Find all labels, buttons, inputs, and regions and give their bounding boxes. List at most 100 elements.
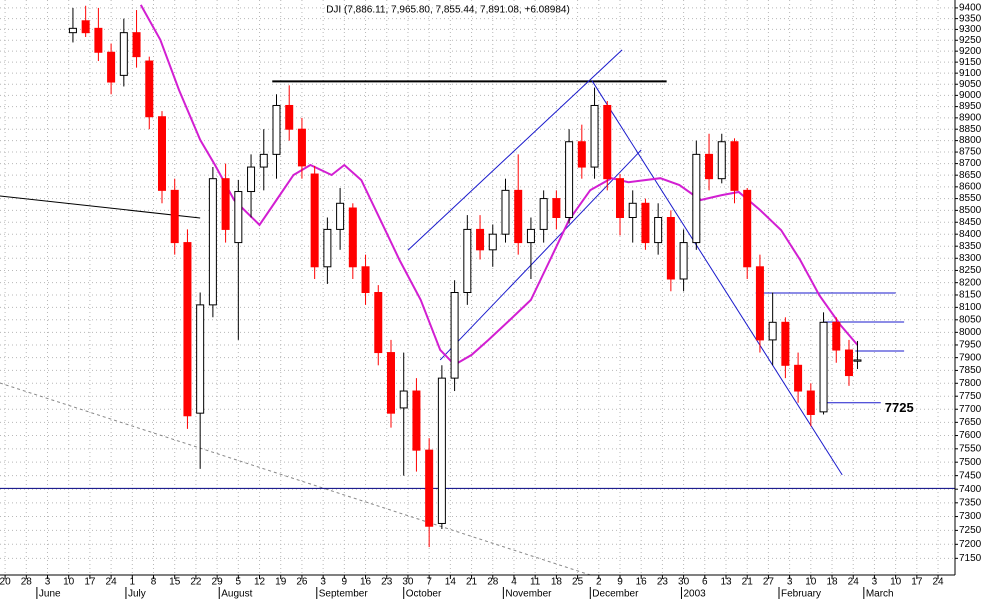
candle-body — [501, 189, 510, 235]
candle-body — [297, 128, 306, 167]
candle-body — [132, 32, 141, 58]
candle-body — [577, 141, 586, 168]
x-tick-label: 14 — [445, 577, 457, 588]
y-tick-label: 8950 — [959, 101, 982, 112]
x-tick-label: 3 — [320, 577, 326, 588]
x-tick-label: 27 — [763, 577, 775, 588]
candle-body — [488, 233, 497, 251]
candle-body — [819, 321, 828, 413]
y-tick-label: 7700 — [959, 404, 982, 415]
x-tick-label: 6 — [702, 577, 708, 588]
y-tick-label: 7850 — [959, 365, 982, 376]
candle-body — [81, 20, 90, 34]
candle-body — [692, 153, 701, 244]
candle-body — [170, 189, 179, 244]
y-tick-label: 8850 — [959, 124, 982, 135]
x-tick-label: 9 — [617, 577, 623, 588]
y-tick-label: 7900 — [959, 352, 982, 363]
x-tick-label: 23 — [381, 577, 393, 588]
y-tick-label: 9250 — [959, 35, 982, 46]
y-tick-label: 8700 — [959, 158, 982, 169]
month-label: October — [406, 589, 442, 599]
candle-body — [425, 449, 434, 527]
x-tick-label: 16 — [360, 577, 372, 588]
y-tick-label: 7550 — [959, 443, 982, 454]
candle-body — [832, 321, 841, 351]
candle-body — [552, 198, 561, 218]
x-tick-label: 10 — [890, 577, 902, 588]
y-tick-label: 7450 — [959, 470, 982, 481]
candle-body — [450, 292, 459, 379]
trendline — [591, 80, 843, 476]
candle-body — [679, 242, 688, 280]
candle-body — [743, 189, 752, 268]
month-label: July — [128, 589, 146, 599]
month-label: March — [866, 589, 894, 599]
candle-body — [145, 60, 154, 118]
candle-body — [526, 228, 535, 244]
x-tick-label: 4 — [511, 577, 517, 588]
y-tick-label: 8750 — [959, 147, 982, 158]
y-tick-label: 7600 — [959, 430, 982, 441]
y-tick-label: 8100 — [959, 302, 982, 313]
candle-body — [717, 141, 726, 180]
x-tick-label: 17 — [84, 577, 96, 588]
candle-body — [234, 191, 243, 244]
month-label: September — [319, 589, 369, 599]
y-tick-label: 8650 — [959, 170, 982, 181]
x-tick-label: 21 — [742, 577, 754, 588]
y-tick-label: 9050 — [959, 79, 982, 90]
y-tick-label: 8550 — [959, 193, 982, 204]
candle-body — [628, 202, 637, 218]
month-label: August — [221, 589, 252, 599]
y-tick-label: 8500 — [959, 205, 982, 216]
trendline — [407, 49, 623, 251]
x-tick-label: 30 — [402, 577, 414, 588]
y-tick-label: 7250 — [959, 525, 982, 536]
x-tick-label: 17 — [911, 577, 923, 588]
x-tick-label: 7 — [426, 577, 432, 588]
candle-body — [157, 116, 166, 191]
candle-body — [641, 202, 650, 244]
candle-body — [183, 242, 192, 417]
candle-body — [208, 178, 217, 306]
candle-body — [705, 153, 714, 180]
candle-body — [247, 166, 256, 193]
x-tick-label: 10 — [805, 577, 817, 588]
y-tick-label: 8250 — [959, 265, 982, 276]
x-tick-label: 22 — [190, 577, 202, 588]
candle-body — [68, 27, 77, 34]
x-tick-label: 8 — [151, 577, 157, 588]
candle-body — [806, 390, 815, 415]
x-tick-label: 9 — [342, 577, 348, 588]
y-tick-label: 8600 — [959, 181, 982, 192]
candle-body — [374, 292, 383, 354]
candles — [68, 5, 862, 548]
month-label: November — [505, 589, 552, 599]
y-tick-label: 8350 — [959, 241, 982, 252]
moving-average — [139, 4, 859, 367]
candle-body — [399, 390, 408, 409]
candle-body — [768, 321, 777, 341]
y-tick-label: 9200 — [959, 46, 982, 57]
candle-body — [590, 104, 599, 168]
y-tick-label: 8050 — [959, 314, 982, 325]
candle-body — [666, 216, 675, 280]
y-tick-label: 7350 — [959, 497, 982, 508]
x-tick-label: 28 — [21, 577, 33, 588]
x-tick-label: 18 — [826, 577, 838, 588]
x-tick-label: 19 — [275, 577, 287, 588]
x-tick-label: 24 — [848, 577, 860, 588]
month-label: 2003 — [683, 589, 706, 599]
candle-body — [119, 32, 128, 76]
x-tick-label: 3 — [45, 577, 51, 588]
candle-body — [654, 216, 663, 244]
x-tick-label: 30 — [678, 577, 690, 588]
y-tick-label: 9400 — [959, 3, 982, 14]
y-tick-label: 9150 — [959, 57, 982, 68]
candle-body — [539, 198, 548, 230]
y-tick-label: 8300 — [959, 253, 982, 264]
candle-body — [285, 104, 294, 130]
candle-body — [853, 359, 862, 362]
